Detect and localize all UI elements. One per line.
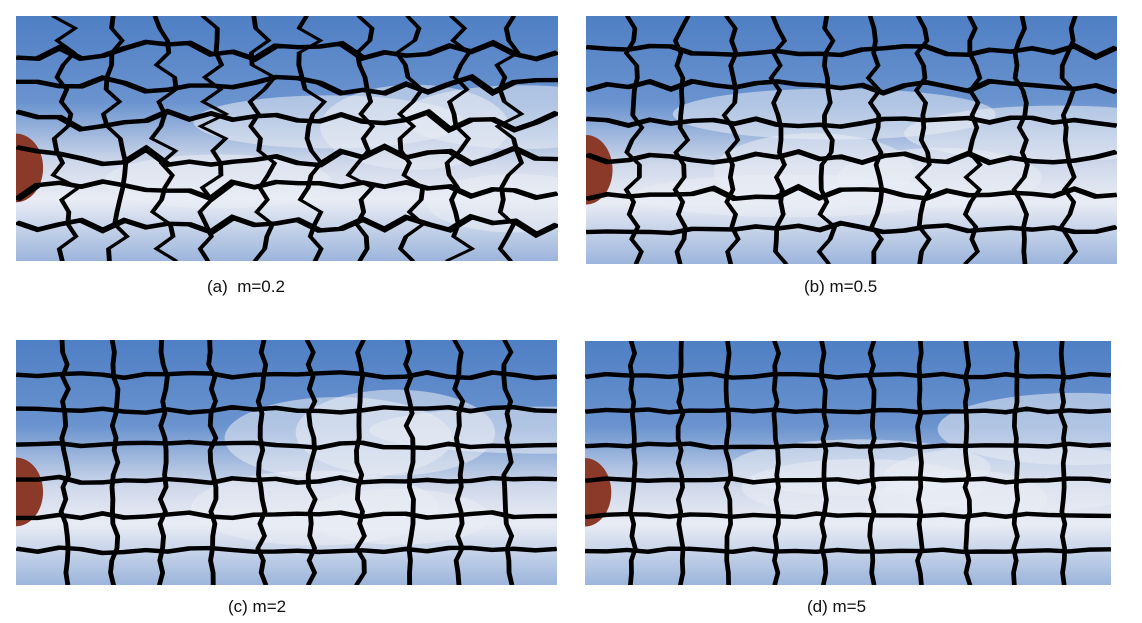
boundary-line-vertical [100, 16, 130, 261]
red-object [585, 458, 612, 527]
boundary-line-vertical [58, 340, 72, 585]
boundary-line-horizontal [586, 43, 1117, 61]
caption-b: (b) m=0.5 [804, 277, 878, 296]
boundary-line-vertical [962, 341, 973, 585]
boundary-line-vertical [675, 341, 686, 585]
boundary-line-horizontal [16, 213, 558, 239]
boundary-line-horizontal [16, 108, 558, 134]
superpixel-panel-a [16, 16, 558, 261]
cloud-region [193, 95, 464, 149]
boundary-line-horizontal [16, 510, 557, 521]
boundary-line-vertical [962, 16, 983, 264]
red-object [586, 135, 613, 205]
boundary-line-vertical [915, 341, 925, 585]
boundary-line-horizontal [585, 546, 1111, 555]
boundary-line-vertical [768, 16, 789, 264]
boundary-line-horizontal [16, 370, 557, 381]
boundary-line-vertical [255, 340, 269, 585]
boundary-line-vertical [501, 340, 515, 585]
boundary-line-vertical [403, 340, 416, 585]
boundary-line-vertical [1011, 16, 1030, 264]
boundary-line-vertical [197, 16, 230, 261]
boundary-line-vertical [148, 16, 179, 261]
boundary-line-horizontal [16, 39, 558, 63]
boundary-line-horizontal [16, 545, 557, 556]
superpixel-boundaries-a [16, 16, 558, 261]
boundary-line-horizontal [16, 474, 557, 486]
boundary-line-horizontal [586, 220, 1117, 236]
boundary-line-horizontal [585, 476, 1111, 485]
boundary-line-vertical [867, 341, 877, 585]
cloud-region [224, 396, 453, 480]
boundary-line-vertical [865, 16, 885, 264]
boundary-line-vertical [108, 340, 121, 585]
boundary-line-horizontal [16, 439, 557, 451]
boundary-line-vertical [296, 16, 328, 261]
superpixel-boundaries-b [586, 16, 1117, 264]
superpixel-panel-d [585, 341, 1111, 585]
boundary-line-vertical [304, 340, 318, 585]
boundary-line-vertical [1058, 16, 1079, 264]
boundary-line-vertical [672, 16, 691, 264]
boundary-line-horizontal [585, 511, 1111, 520]
boundary-line-vertical [206, 340, 219, 585]
superpixel-boundaries-d [585, 341, 1111, 585]
boundary-line-vertical [723, 341, 734, 585]
boundary-line-horizontal [16, 179, 558, 202]
boundary-line-vertical [771, 341, 782, 585]
boundary-line-vertical [816, 16, 838, 264]
boundary-line-vertical [354, 340, 367, 585]
boundary-line-vertical [157, 340, 170, 585]
boundary-line-horizontal [16, 73, 558, 97]
superpixel-panel-b [586, 16, 1117, 264]
boundary-line-vertical [819, 341, 829, 585]
boundary-line-vertical [50, 16, 82, 261]
boundary-line-vertical [452, 340, 466, 585]
boundary-line-horizontal [585, 441, 1111, 450]
boundary-line-horizontal [586, 115, 1117, 129]
cloud-region [306, 488, 490, 545]
boundary-line-horizontal [586, 78, 1117, 96]
boundary-line-vertical [444, 16, 476, 261]
caption-a: (a) m=0.2 [207, 277, 285, 296]
boundary-line-horizontal [16, 404, 557, 415]
red-object [16, 457, 44, 527]
boundary-line-horizontal [16, 143, 558, 168]
boundary-line-vertical [623, 16, 645, 264]
boundary-line-horizontal [585, 406, 1111, 415]
boundary-line-vertical [627, 341, 638, 585]
superpixel-boundaries-c [16, 340, 557, 585]
boundary-line-vertical [1058, 341, 1068, 585]
superpixel-panel-c [16, 340, 557, 585]
boundary-line-horizontal [585, 371, 1111, 380]
caption-d: (d) m=5 [807, 597, 867, 616]
boundary-line-vertical [913, 16, 933, 264]
boundary-line-vertical [1011, 341, 1021, 585]
boundary-line-horizontal [586, 183, 1117, 202]
caption-c: (c) m=2 [228, 597, 287, 616]
boundary-line-horizontal [586, 148, 1117, 166]
boundary-line-vertical [721, 16, 741, 264]
